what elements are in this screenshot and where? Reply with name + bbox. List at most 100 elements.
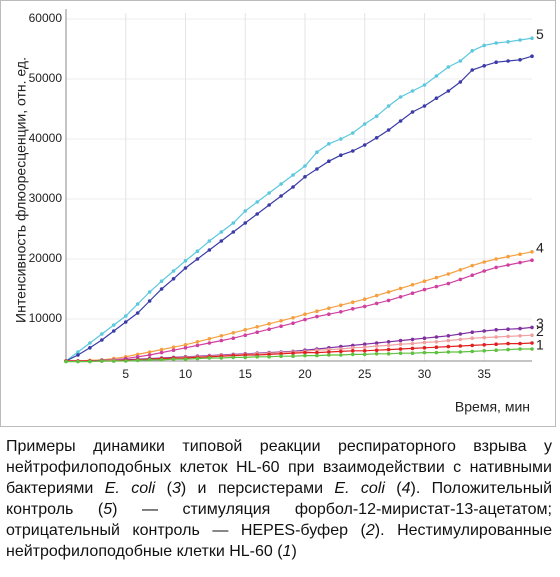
data-point [494,342,498,347]
caption-text: Примеры динамики типовой реакции респира… [6,438,552,497]
data-point [458,277,463,282]
data-point [100,338,104,342]
data-point [482,269,487,273]
data-point [506,347,510,352]
caption: Примеры динамики типовой реакции респира… [6,436,552,562]
data-point [386,352,391,356]
data-point [303,312,307,317]
data-point [422,287,427,292]
data-point [279,354,283,359]
data-point [267,203,271,207]
data-point [362,342,367,347]
data-point [386,347,391,352]
data-point [398,347,403,351]
data-point [255,200,259,204]
data-point [518,341,522,346]
data-point [111,359,116,363]
caption-text: 2 [365,522,375,539]
data-point [159,347,164,352]
data-point [494,328,498,332]
data-point [518,252,522,256]
data-point [494,60,498,64]
chart-border [0,0,556,427]
data-point [446,334,451,338]
data-point [315,150,319,154]
data-point [482,43,487,48]
data-point [315,353,319,358]
data-point [530,325,534,330]
data-point [111,323,116,327]
series-line [66,251,533,362]
data-point [279,319,283,323]
data-point [207,341,212,345]
data-point [147,358,152,362]
x-tick-label: 25 [358,367,372,381]
data-point [362,304,367,309]
series-label: 1 [536,337,544,353]
series-label: 2 [536,323,544,339]
data-point [255,325,259,329]
data-point [291,351,295,356]
data-point [422,350,427,355]
data-point [159,279,164,284]
data-point [243,333,248,338]
data-point [506,334,510,339]
data-point [446,281,451,286]
data-point [159,350,164,355]
caption-text: ( [384,480,402,497]
data-point [482,343,487,347]
data-point [219,334,224,338]
data-point [159,358,164,362]
data-point [518,347,522,351]
data-point [327,312,331,317]
data-point [100,332,104,336]
data-point [518,58,522,62]
data-point [111,329,116,333]
data-point [147,299,152,303]
caption-text: ) [291,543,297,560]
y-axis-label: Интенсивность флюоресценции, отн. ед. [13,57,29,323]
data-point [207,239,212,243]
data-point [135,311,140,315]
data-point [219,230,224,234]
data-point [303,175,307,179]
caption-text: E. coli [104,480,156,497]
data-point [291,185,295,189]
series-line [65,37,533,362]
data-point [398,95,403,99]
data-point [219,239,224,243]
data-point [183,259,188,263]
data-point [315,350,319,355]
data-point [315,167,319,171]
data-point [494,257,498,261]
caption-text: 3 [171,480,181,497]
data-point [458,350,463,354]
y-tick-label: 60000 [29,11,63,25]
data-point [339,353,343,357]
data-point [350,149,355,153]
data-point [123,320,128,324]
data-point [135,358,140,363]
data-point [470,273,475,278]
data-point [88,341,92,345]
data-point [386,343,391,348]
y-tick-label: 50000 [29,71,63,85]
data-point [279,194,283,198]
data-point [76,353,80,357]
data-point [374,293,379,298]
data-point [231,331,236,335]
y-tick-label: 40000 [29,131,63,145]
data-point [458,332,463,336]
data-point [327,159,331,163]
data-point [398,338,403,343]
data-point [171,345,176,350]
data-point [267,322,271,326]
data-point [231,221,236,225]
data-point [350,352,355,357]
data-point [482,64,487,68]
data-point [530,250,534,254]
caption-text: 5 [103,501,113,518]
data-point [374,344,379,348]
data-point [267,327,271,332]
data-point [339,153,343,157]
